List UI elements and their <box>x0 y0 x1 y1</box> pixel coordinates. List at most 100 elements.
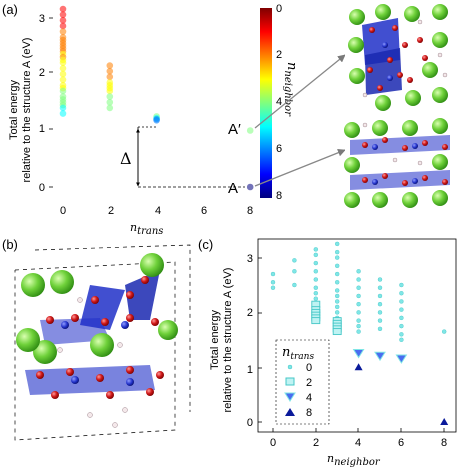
atom <box>442 179 448 185</box>
panel-a-xticks: 0 2 4 6 8 <box>60 205 253 217</box>
panel-c-legend: ntrans 0 2 4 8 <box>275 339 330 425</box>
panel-c-point-ntrans-0 <box>356 285 361 290</box>
atom <box>422 62 438 78</box>
panel-c-point-ntrans-8 <box>354 363 363 371</box>
atom <box>349 68 365 84</box>
atom <box>402 120 418 136</box>
panel-c-point-ntrans-2 <box>332 328 342 336</box>
panel-c-point-ntrans-0 <box>270 285 276 290</box>
panel-a-point <box>59 22 67 30</box>
delta-marker: Δ <box>120 126 245 188</box>
panel-c-point-ntrans-0 <box>292 282 297 288</box>
atom <box>432 190 448 206</box>
atom <box>126 314 134 322</box>
panel-c-point-ntrans-0 <box>335 280 340 285</box>
atom <box>402 192 418 208</box>
atom <box>417 160 423 166</box>
legend-title-main: n <box>282 345 290 360</box>
panel-a-ytick-2: 2 <box>39 67 45 79</box>
atom <box>377 85 383 91</box>
panel-a: (a) Total energy relative to the structu… <box>2 2 453 237</box>
atom <box>50 270 74 294</box>
panel-a-xtick-0: 0 <box>60 205 66 217</box>
atom <box>442 72 448 78</box>
atom <box>140 253 164 277</box>
atom <box>51 391 59 399</box>
atom <box>77 297 83 303</box>
panel-a-point <box>106 87 114 95</box>
panel-c-point-ntrans-0 <box>313 260 318 266</box>
structure-a-image <box>344 118 453 213</box>
panel-a-point <box>59 65 67 72</box>
atom <box>61 321 69 329</box>
panel-a-points <box>59 5 254 191</box>
panel-a-point <box>246 127 254 134</box>
panel-c-point-ntrans-0 <box>313 247 318 252</box>
panel-c-point-ntrans-0 <box>270 280 276 285</box>
atom <box>407 77 413 83</box>
atom <box>387 57 393 63</box>
atom <box>412 178 418 184</box>
arrow-a-prime <box>254 54 346 129</box>
panel-c-point-ntrans-0 <box>399 291 404 296</box>
structure-a-prime-image <box>345 4 453 115</box>
panel-a-point <box>106 73 114 81</box>
atom <box>422 55 428 61</box>
panel-c-point-ntrans-0 <box>356 323 361 329</box>
panel-b-letter: (b) <box>2 237 18 252</box>
panel-c-frame <box>257 238 457 433</box>
panel-c-point-ntrans-0 <box>377 293 383 299</box>
panel-b: (b) <box>2 237 191 441</box>
atom <box>397 72 403 78</box>
atom <box>392 25 398 31</box>
atom <box>106 391 114 399</box>
panel-c-point-ntrans-0 <box>356 301 361 307</box>
panel-c-point-ntrans-0 <box>356 293 361 299</box>
atom <box>372 120 388 136</box>
panel-a-yticks: 0 1 2 3 <box>39 13 53 194</box>
atom <box>91 296 99 304</box>
atom <box>344 192 360 208</box>
panel-a-point <box>59 59 67 66</box>
panel-c-point-ntrans-0 <box>335 293 340 299</box>
colorbar-label-main: n <box>284 62 299 70</box>
panel-c-point-ntrans-4 <box>374 351 386 362</box>
atom <box>112 422 118 428</box>
panel-c-point-ntrans-0 <box>356 269 361 274</box>
panel-a-ylabel-line2: relative to the structure A (eV) <box>21 38 33 183</box>
panel-a-xlabel-main: n <box>130 221 137 234</box>
panel-c-points <box>270 241 449 425</box>
atom <box>71 314 79 322</box>
panel-c-point-ntrans-0 <box>399 337 404 342</box>
panel-c-point-ntrans-0 <box>377 310 383 315</box>
panel-a-ytick-3: 3 <box>39 13 45 25</box>
atom <box>362 122 368 128</box>
panel-c-point-ntrans-4 <box>352 349 365 359</box>
panel-c-point-ntrans-0 <box>335 255 340 260</box>
atom <box>66 368 74 376</box>
label-a-prime: A′ <box>228 121 241 138</box>
legend-title: ntrans <box>282 345 314 362</box>
panel-a-xtick-6: 6 <box>201 205 207 217</box>
atom <box>432 32 448 48</box>
panel-c-point-ntrans-0 <box>399 299 404 304</box>
panel-c-xtick-6: 6 <box>398 437 404 449</box>
panel-a-colorbar: 0 2 4 6 8 nneighbor <box>260 3 299 202</box>
atom <box>362 142 368 148</box>
atom <box>432 154 448 170</box>
panel-c-point-ntrans-0 <box>335 304 340 310</box>
panel-c-point-ntrans-0 <box>335 241 340 247</box>
atom <box>402 145 408 151</box>
atom <box>372 144 378 150</box>
panel-c-point-ntrans-0 <box>442 329 447 334</box>
panel-a-point <box>153 117 160 124</box>
atom <box>126 366 134 374</box>
panel-a-point <box>106 104 114 112</box>
atom <box>405 90 421 106</box>
atom <box>442 144 448 150</box>
atom <box>375 4 391 20</box>
legend-marker-0 <box>287 364 293 370</box>
colorbar-label: nneighbor <box>282 62 299 117</box>
atom <box>117 342 123 348</box>
colorbar-tick-2: 2 <box>276 49 282 61</box>
